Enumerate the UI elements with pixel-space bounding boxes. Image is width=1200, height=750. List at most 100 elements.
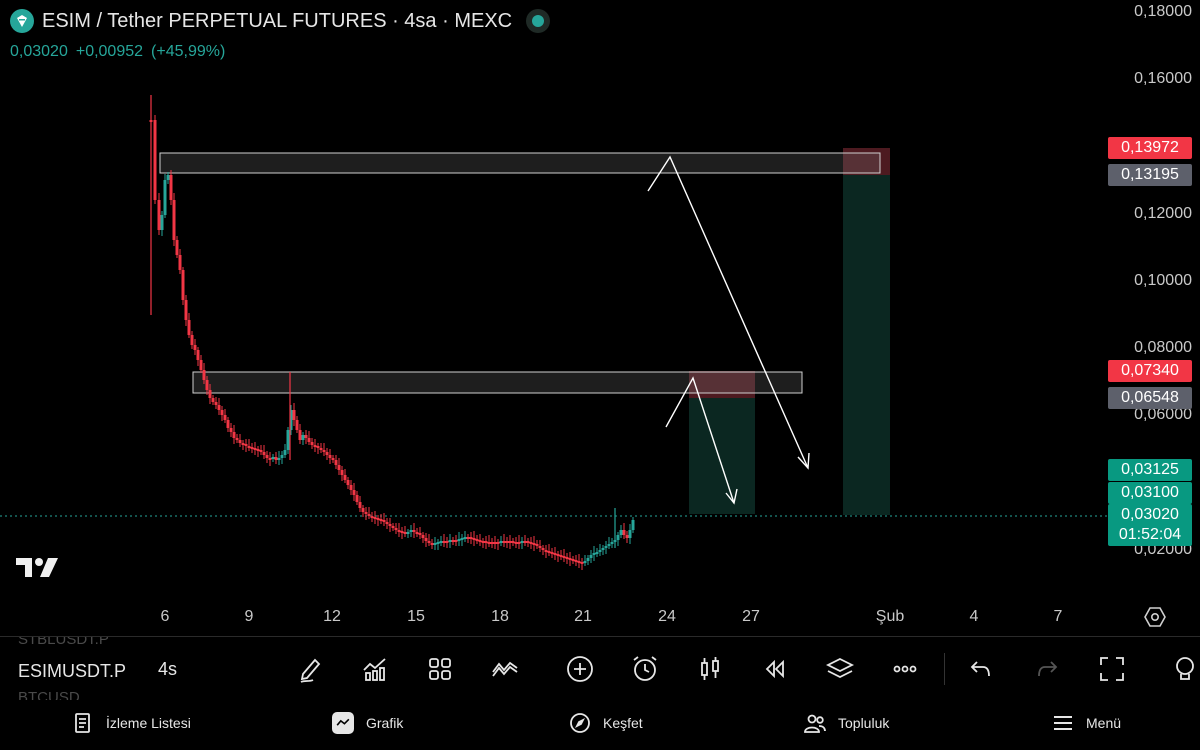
candle-body [520, 541, 524, 543]
candle-body [568, 558, 572, 560]
candle-body [580, 562, 584, 564]
candle-body [376, 518, 380, 520]
chart-type-button[interactable] [692, 651, 728, 687]
layers-icon [825, 657, 855, 679]
lower-entry-tag: 0,06548 [1108, 387, 1192, 409]
price-axis-label: 0,06000 [1134, 406, 1192, 423]
indicators-button[interactable] [357, 651, 393, 687]
grid-icon [429, 658, 451, 680]
candle-body [295, 420, 299, 430]
candle-body [235, 438, 239, 440]
time-axis-label: 15 [407, 608, 425, 625]
candle-body [322, 450, 326, 452]
symbol-header[interactable]: ESIM / Tether PERPETUAL FUTURES · 4sa · … [10, 9, 551, 33]
undo-button[interactable] [963, 651, 999, 687]
candle-body [622, 530, 626, 535]
nav-menu[interactable]: Menü [1052, 712, 1121, 734]
people-icon [804, 714, 826, 733]
tradingview-logo-icon[interactable] [16, 555, 60, 581]
candle-body [391, 526, 395, 528]
candle-body [175, 240, 179, 255]
lightbulb-icon [1176, 657, 1194, 680]
nav-chart[interactable]: Grafik [332, 712, 403, 734]
nav-community-label: Topluluk [838, 715, 890, 731]
more-button[interactable] [887, 651, 923, 687]
candle-body [469, 537, 473, 539]
active-symbol[interactable]: ESIMUSDT.P [18, 661, 127, 681]
plus-circle-icon [567, 656, 593, 682]
candle-body [262, 452, 266, 455]
lower-resistance-zone[interactable] [192, 371, 803, 394]
upper-resistance-zone[interactable] [159, 152, 881, 174]
replay-button[interactable] [757, 651, 793, 687]
draw-tool-button[interactable] [292, 651, 328, 687]
candle-body [448, 540, 452, 542]
alert-button[interactable] [627, 651, 663, 687]
ideas-button[interactable] [1168, 651, 1200, 687]
candle-body [214, 402, 218, 405]
candle-body [406, 532, 410, 534]
compare-icon [492, 661, 518, 677]
interval-selector[interactable]: 4s [158, 659, 178, 679]
candle-body [460, 538, 464, 540]
candle-body [241, 443, 245, 445]
candle-body [514, 542, 518, 544]
candle-body [310, 442, 314, 445]
candle-body [583, 561, 587, 563]
candle-body [229, 428, 233, 432]
nav-chart-label: Grafik [366, 715, 404, 731]
candle-body [259, 450, 263, 452]
nav-explore[interactable]: Keşfet [569, 712, 643, 734]
projection-arrow-lower[interactable] [665, 376, 738, 505]
nav-community[interactable]: Topluluk [804, 712, 889, 734]
short-position-lower[interactable] [689, 371, 755, 514]
chart-toolbar: STBLUSDT.P ESIMUSDT.P BTCUSD 4s [0, 636, 1200, 701]
tether-logo-icon [10, 9, 34, 33]
candle-body [565, 557, 569, 559]
candles-icon [701, 657, 719, 680]
candle-body [316, 446, 320, 448]
quote-row: 0,03020 +0,00952 (+45,99%) [10, 43, 225, 61]
candle-body [163, 180, 167, 215]
candle-body [493, 542, 497, 544]
chart-icon [332, 712, 354, 734]
candle-body [382, 520, 386, 522]
current-price-value: 0,03020 [1121, 506, 1179, 523]
symbol-list-item[interactable]: STBLUSDT.P [18, 637, 109, 648]
candle-body [160, 215, 164, 230]
candle-body [541, 548, 545, 550]
price-axis-label: 0,18000 [1134, 3, 1192, 20]
projection-arrow-upper[interactable] [647, 155, 810, 470]
candle-body [211, 398, 215, 402]
time-axis[interactable]: 6 9 12 15 18 21 24 27 Şub 4 7 [0, 600, 1200, 630]
short-position-upper[interactable] [843, 148, 890, 515]
candle-body [454, 540, 458, 542]
candle-body [280, 455, 284, 458]
nav-watchlist[interactable]: İzleme Listesi [72, 712, 191, 734]
candle-body [325, 452, 329, 455]
fullscreen-icon [1100, 657, 1124, 681]
redo-icon [1038, 661, 1058, 677]
fullscreen-button[interactable] [1094, 651, 1130, 687]
candle-body [496, 542, 500, 544]
candle-body [556, 554, 560, 556]
time-axis-label: 21 [574, 608, 592, 625]
candle-body [559, 555, 563, 557]
candle-body [373, 517, 377, 519]
symbol-list[interactable]: STBLUSDT.P ESIMUSDT.P BTCUSD [18, 637, 148, 701]
candle-body [331, 458, 335, 460]
redo-button[interactable] [1029, 651, 1065, 687]
candle-body [535, 544, 539, 546]
chart-settings-icon[interactable] [1144, 606, 1166, 628]
object-tree-button[interactable] [822, 651, 858, 687]
symbol-list-item[interactable]: BTCUSD [18, 689, 80, 701]
candle-body [334, 460, 338, 465]
candle-body [481, 541, 485, 543]
compare-button[interactable] [487, 651, 523, 687]
candle-body [586, 558, 590, 561]
add-button[interactable] [562, 651, 598, 687]
layouts-button[interactable] [422, 651, 458, 687]
candle-body [274, 457, 278, 460]
target-1-tag: 0,03125 [1108, 459, 1192, 481]
